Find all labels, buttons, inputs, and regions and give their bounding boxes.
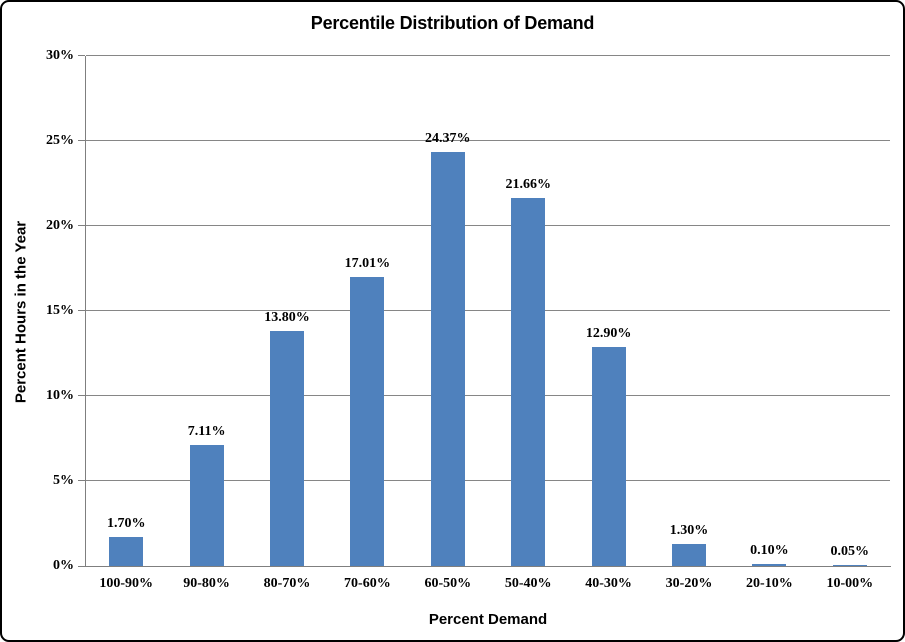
x-category-label: 80-70% bbox=[263, 576, 311, 591]
y-axis-tick-mark bbox=[78, 310, 85, 311]
bar-data-label: 12.90% bbox=[585, 326, 632, 341]
x-category-label: 60-50% bbox=[424, 576, 472, 591]
bar bbox=[270, 331, 304, 566]
bar bbox=[752, 564, 787, 566]
gridline bbox=[86, 225, 890, 226]
x-category-label: 30-20% bbox=[665, 576, 713, 591]
bar-data-label: 1.30% bbox=[669, 523, 709, 538]
bar bbox=[672, 544, 706, 566]
x-axis-title: Percent Demand bbox=[428, 611, 548, 628]
bar bbox=[511, 198, 546, 566]
y-axis-tick-mark bbox=[78, 55, 85, 56]
gridline bbox=[86, 395, 890, 396]
bar-data-label: 21.66% bbox=[505, 177, 551, 192]
y-tick-label: 10% bbox=[46, 388, 74, 403]
bar-data-label: 0.10% bbox=[750, 543, 789, 558]
y-axis-tick-mark bbox=[78, 395, 85, 396]
bar-data-label: 7.11% bbox=[187, 424, 226, 439]
y-tick-label: 15% bbox=[46, 303, 74, 318]
bar bbox=[832, 565, 867, 566]
x-category-label: 20-10% bbox=[746, 576, 793, 591]
gridline bbox=[86, 480, 890, 481]
y-axis-tick-mark bbox=[78, 225, 85, 226]
chart-title: Percentile Distribution of Demand bbox=[310, 13, 595, 33]
plot-area: 0% 5% 10% 15% 20% 25% 30% 1.70% 100-90% 7.11% 90-8… bbox=[46, 48, 891, 591]
y-tick-label: 30% bbox=[46, 48, 74, 63]
bar-data-label: 1.70% bbox=[106, 516, 146, 531]
gridline bbox=[86, 310, 890, 311]
x-category-label: 40-30% bbox=[585, 576, 632, 591]
gridline bbox=[86, 55, 890, 56]
y-tick-label: 5% bbox=[53, 473, 74, 488]
bar bbox=[109, 537, 144, 566]
y-axis-tick-mark bbox=[78, 140, 85, 141]
bar-data-label: 17.01% bbox=[344, 256, 391, 271]
y-axis-tick-mark bbox=[78, 480, 85, 481]
bar bbox=[430, 152, 465, 566]
y-tick-label: 0% bbox=[53, 558, 74, 573]
y-axis-line bbox=[85, 56, 86, 567]
gridline bbox=[86, 140, 890, 141]
bar-data-label: 13.80% bbox=[264, 310, 310, 325]
bar-data-label: 24.37% bbox=[425, 131, 471, 146]
x-category-label: 90-80% bbox=[183, 576, 230, 591]
bar bbox=[189, 445, 224, 566]
bar bbox=[591, 347, 626, 566]
x-category-label: 70-60% bbox=[344, 576, 391, 591]
x-axis-line bbox=[85, 566, 891, 567]
y-axis-tick-mark bbox=[78, 566, 85, 567]
y-tick-label: 20% bbox=[46, 218, 74, 233]
x-category-label: 100-90% bbox=[99, 576, 154, 591]
y-tick-label: 25% bbox=[46, 133, 74, 148]
bar-data-label: 0.05% bbox=[830, 544, 870, 559]
x-category-label: 10-00% bbox=[826, 576, 874, 591]
bar bbox=[350, 277, 385, 566]
x-category-label: 50-40% bbox=[504, 576, 552, 591]
